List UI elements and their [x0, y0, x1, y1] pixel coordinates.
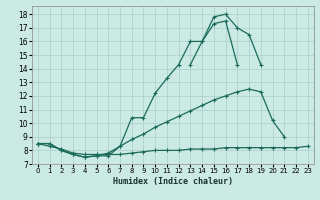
X-axis label: Humidex (Indice chaleur): Humidex (Indice chaleur) [113, 177, 233, 186]
